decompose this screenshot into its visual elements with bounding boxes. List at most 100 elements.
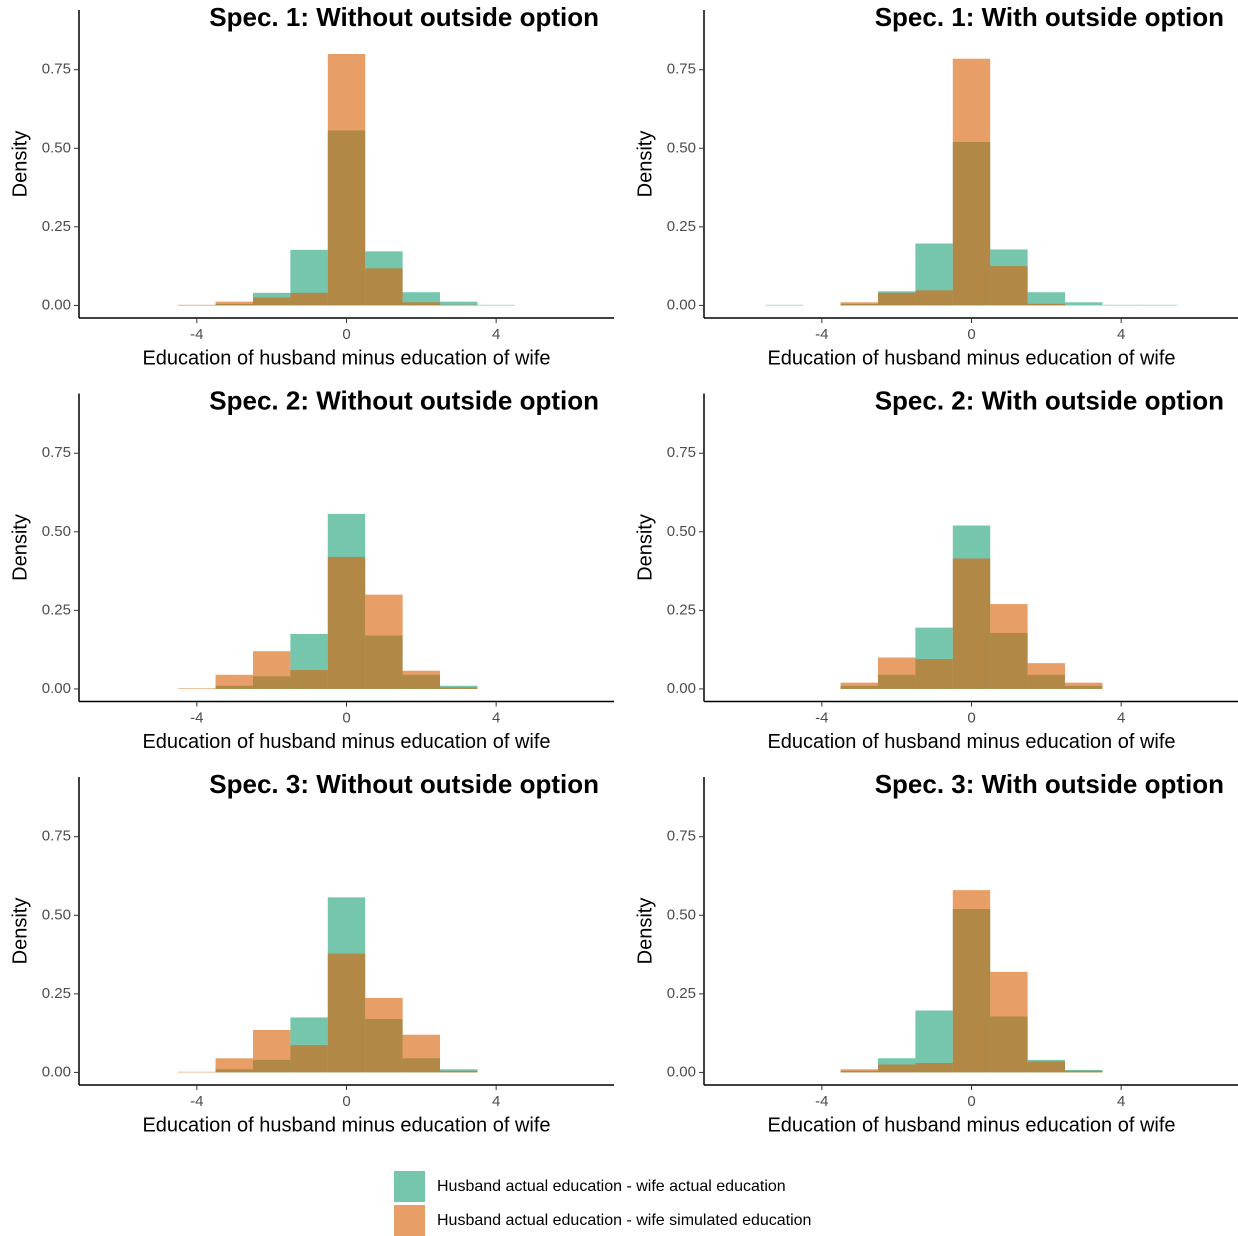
panel: 0.00 0.25 0.50 0.75 -4 0 4 Spec. 3: Without out… bbox=[9, 769, 614, 1136]
histogram-bar bbox=[990, 604, 1028, 689]
panel: 0.00 0.25 0.50 0.75 -4 0 4 Spec. 2: Without out… bbox=[9, 385, 614, 753]
histogram-bar bbox=[252, 1030, 291, 1073]
histogram-bar bbox=[877, 292, 916, 306]
y-tick-label: 0.75 bbox=[42, 61, 71, 78]
chart-title: Spec. 1: With outside option bbox=[875, 2, 1224, 32]
x-tick-label: 4 bbox=[1117, 1093, 1125, 1110]
chart-title: Spec. 2: With outside option bbox=[875, 385, 1224, 415]
histogram-bar bbox=[440, 304, 478, 306]
histogram-bar bbox=[290, 670, 328, 689]
histogram-bar bbox=[178, 688, 216, 689]
histogram-bar bbox=[952, 58, 991, 306]
histogram-bar bbox=[1102, 304, 1140, 306]
panel: 0.00 0.25 0.50 0.75 -4 0 4 Spec. 1: With outsid… bbox=[634, 2, 1238, 369]
y-tick-label: 0.25 bbox=[42, 601, 71, 618]
histogram-bar bbox=[290, 292, 328, 306]
y-tick-label: 0.00 bbox=[42, 1063, 71, 1080]
histogram-bar bbox=[365, 594, 403, 689]
histogram-bar bbox=[178, 1071, 216, 1073]
histogram-bar bbox=[1065, 302, 1103, 306]
y-tick-label: 0.00 bbox=[42, 296, 71, 313]
x-axis-label: Education of husband minus education of … bbox=[142, 347, 550, 369]
y-tick-label: 0.50 bbox=[667, 906, 696, 923]
x-tick-label: 0 bbox=[967, 1093, 975, 1110]
legend-label: Husband actual education - wife actual e… bbox=[437, 1178, 786, 1195]
histogram-bar bbox=[952, 890, 991, 1073]
legend-swatch bbox=[394, 1205, 425, 1236]
histogram-bar bbox=[327, 54, 366, 306]
y-tick-label: 0.50 bbox=[42, 523, 71, 540]
x-tick-label: 0 bbox=[967, 709, 975, 726]
y-axis-label: Density bbox=[634, 514, 656, 581]
x-tick-label: 4 bbox=[492, 326, 500, 343]
x-tick-label: 4 bbox=[1117, 709, 1125, 726]
panel: 0.00 0.25 0.50 0.75 -4 0 4 Spec. 2: With outsid… bbox=[634, 385, 1238, 753]
histogram-bar bbox=[290, 1045, 328, 1073]
histogram-bar bbox=[1027, 303, 1066, 306]
histogram-bar bbox=[915, 659, 953, 689]
legend-label: Husband actual education - wife simulate… bbox=[437, 1212, 811, 1229]
y-tick-label: 0.50 bbox=[42, 139, 71, 156]
histogram-bar bbox=[215, 301, 253, 306]
histogram-bar bbox=[840, 1069, 878, 1073]
y-tick-label: 0.00 bbox=[42, 680, 71, 697]
y-axis-label: Density bbox=[9, 514, 31, 581]
y-tick-label: 0.75 bbox=[42, 444, 71, 461]
x-tick-label: 0 bbox=[342, 709, 350, 726]
x-tick-label: -4 bbox=[815, 709, 828, 726]
y-tick-label: 0.75 bbox=[667, 61, 696, 78]
x-tick-label: 0 bbox=[342, 326, 350, 343]
y-tick-label: 0.00 bbox=[667, 1063, 696, 1080]
histogram-bar bbox=[1027, 1061, 1066, 1073]
y-tick-label: 0.25 bbox=[42, 218, 71, 235]
x-tick-label: 4 bbox=[492, 1093, 500, 1110]
y-tick-label: 0.75 bbox=[667, 828, 696, 845]
histogram-bar bbox=[1027, 292, 1066, 306]
x-axis-label: Education of husband minus education of … bbox=[767, 347, 1175, 369]
y-tick-label: 0.50 bbox=[667, 523, 696, 540]
y-tick-label: 0.75 bbox=[42, 828, 71, 845]
histogram-bar bbox=[477, 304, 515, 306]
histogram-bar bbox=[952, 558, 991, 689]
y-tick-label: 0.00 bbox=[667, 680, 696, 697]
histogram-bar bbox=[215, 674, 253, 689]
x-axis-label: Education of husband minus education of … bbox=[142, 731, 550, 753]
x-tick-label: 4 bbox=[492, 709, 500, 726]
histogram-bar bbox=[252, 651, 291, 689]
chart-title: Spec. 2: Without outside option bbox=[209, 385, 599, 415]
legend-swatch bbox=[394, 1171, 425, 1202]
x-tick-label: 0 bbox=[342, 1093, 350, 1110]
y-tick-label: 0.25 bbox=[667, 601, 696, 618]
histogram-bar bbox=[1027, 663, 1066, 689]
x-tick-label: -4 bbox=[190, 326, 203, 343]
histogram-bar bbox=[402, 302, 441, 306]
y-tick-label: 0.75 bbox=[667, 444, 696, 461]
y-tick-label: 0.25 bbox=[42, 985, 71, 1002]
histogram-bar bbox=[990, 266, 1028, 306]
histogram-bar bbox=[440, 301, 478, 306]
x-tick-label: -4 bbox=[815, 326, 828, 343]
y-axis-label: Density bbox=[634, 131, 656, 198]
histogram-bar bbox=[178, 304, 216, 306]
histogram-bar bbox=[840, 302, 878, 306]
histogram-bar bbox=[402, 670, 441, 689]
histogram-bar bbox=[990, 971, 1028, 1073]
y-tick-label: 0.50 bbox=[42, 906, 71, 923]
histogram-bar bbox=[365, 268, 403, 306]
histogram-bar bbox=[440, 1070, 478, 1073]
histogram-bar bbox=[765, 304, 804, 306]
histogram-bar bbox=[440, 687, 478, 689]
x-tick-label: 0 bbox=[967, 326, 975, 343]
histogram-bar bbox=[215, 1058, 253, 1073]
x-axis-label: Education of husband minus education of … bbox=[767, 1114, 1175, 1136]
y-axis-label: Density bbox=[9, 131, 31, 198]
y-axis-label: Density bbox=[9, 898, 31, 965]
histogram-bar bbox=[877, 657, 916, 689]
y-axis-label: Density bbox=[634, 898, 656, 965]
histogram-bar bbox=[915, 1010, 953, 1073]
histogram-bar bbox=[365, 997, 403, 1073]
panel: 0.00 0.25 0.50 0.75 -4 0 4 Spec. 3: With outsid… bbox=[634, 769, 1238, 1136]
x-tick-label: -4 bbox=[190, 1093, 203, 1110]
panel: 0.00 0.25 0.50 0.75 -4 0 4 Spec. 1: Without out… bbox=[9, 2, 614, 369]
